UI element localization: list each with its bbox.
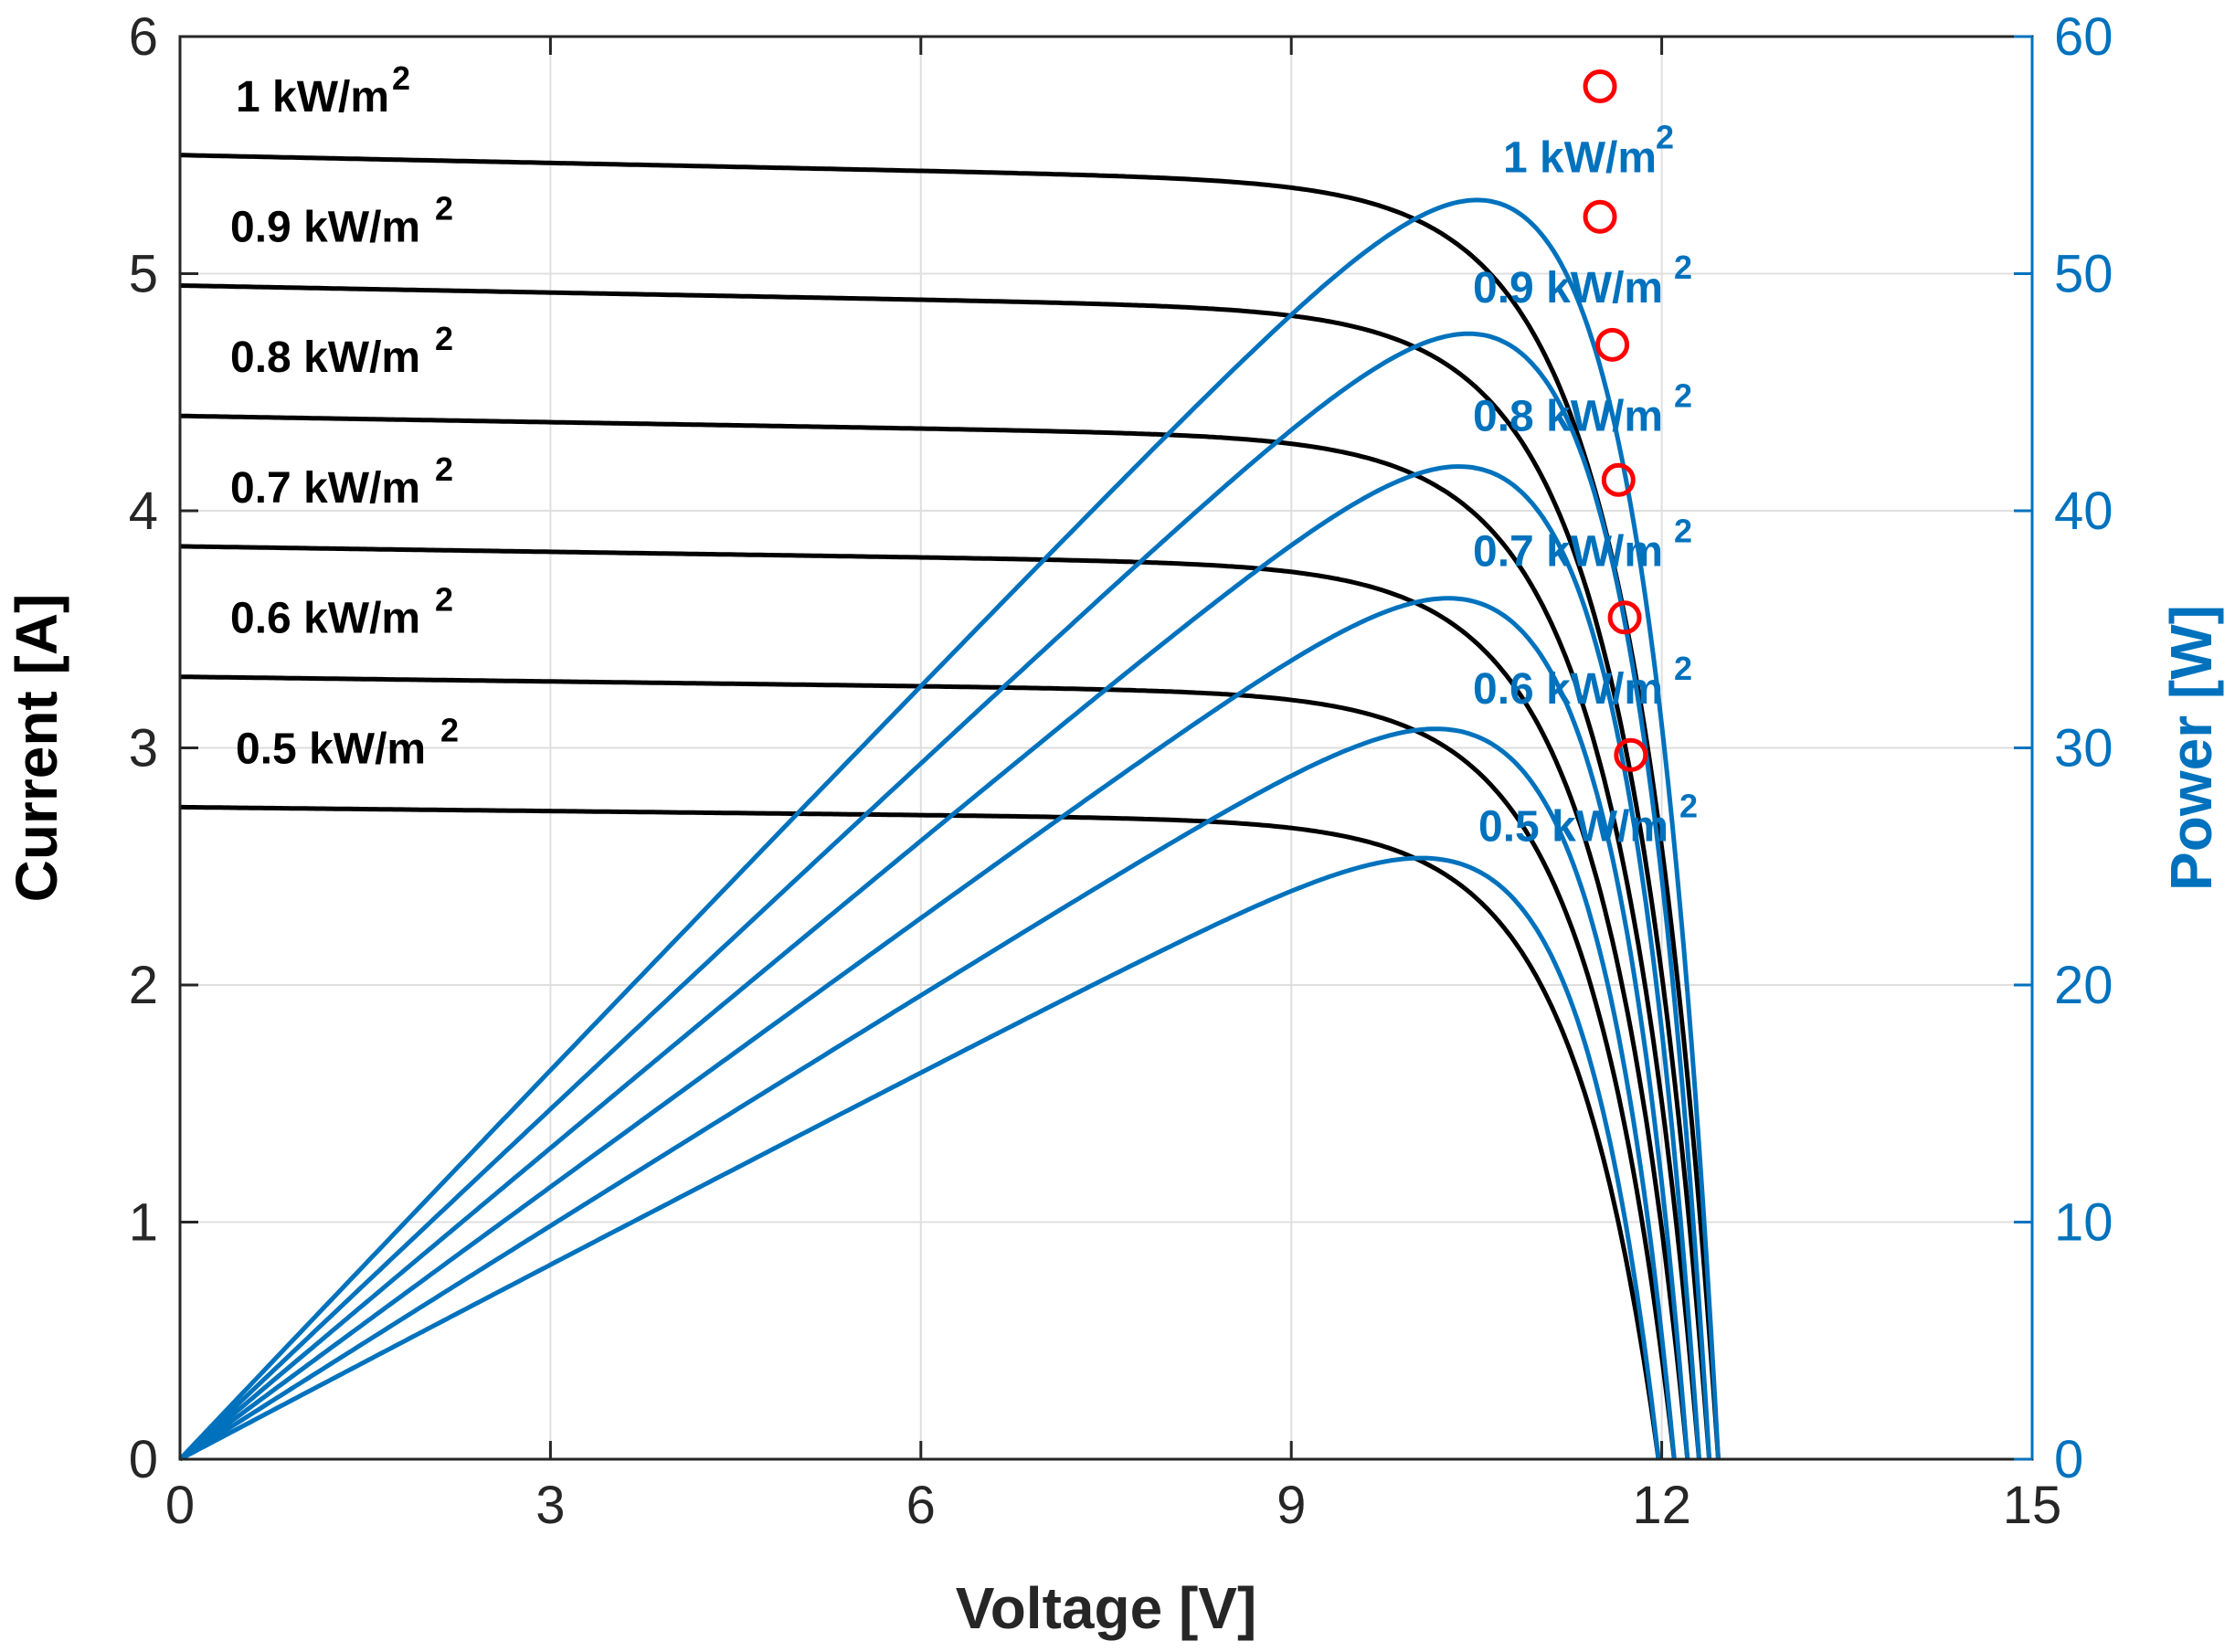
power-curve-0.6 xyxy=(178,726,1677,1462)
current-curve-label-sup: 2 xyxy=(435,581,453,619)
current-curve-0.8 xyxy=(179,413,1701,1460)
power-curve-0.5 xyxy=(178,855,1661,1462)
power-curve-0.9 xyxy=(178,331,1712,1461)
power-curve-label-sup: 2 xyxy=(1674,650,1692,687)
current-curve-label-sup: 2 xyxy=(435,189,453,227)
power-curve-label: 0.9 kW/m xyxy=(1473,264,1663,312)
y-left-tick-label: 1 xyxy=(129,1193,158,1253)
y-right-tick-label: 50 xyxy=(2054,245,2113,304)
power-curve-0.7 xyxy=(178,596,1690,1462)
current-curve-label: 0.7 kW/m xyxy=(230,464,420,513)
x-tick-label: 6 xyxy=(906,1476,936,1535)
mpp-marker xyxy=(1595,327,1630,362)
y-right-tick-label: 60 xyxy=(2054,7,2113,67)
current-curve-label-sup: 2 xyxy=(435,450,453,488)
y-axis-left-title: Current [A] xyxy=(4,594,69,903)
mpp-marker xyxy=(1583,69,1617,103)
curve-labels: 1 kW/m 21 kW/m20.9 kW/m 20.9 kW/m 20.8 kW/m… xyxy=(230,59,1698,852)
power-curve-label: 0.7 kW/m xyxy=(1473,527,1663,576)
power-curve-label-sup: 2 xyxy=(1674,376,1692,414)
y-left-tick-label: 2 xyxy=(129,956,158,1015)
x-tick-label: 3 xyxy=(535,1476,565,1535)
mpp-marker xyxy=(1614,737,1648,772)
power-curve-label: 0.5 kW/m xyxy=(1478,802,1668,851)
power-curve-label: 1 kW/m xyxy=(1503,133,1657,182)
mpp-marker xyxy=(1601,462,1636,497)
current-curve-label: 0.6 kW/m xyxy=(230,595,420,643)
power-curves xyxy=(178,197,1721,1462)
current-curve-label: 0.9 kW/m xyxy=(230,203,420,251)
current-curve-0.7 xyxy=(179,544,1690,1460)
current-curves xyxy=(179,153,1721,1460)
x-tick-label: 0 xyxy=(165,1476,195,1535)
y-left-tick-label: 6 xyxy=(129,7,158,67)
y-left-tick-label: 4 xyxy=(129,482,158,541)
x-axis-title: Voltage [V] xyxy=(956,1575,1257,1641)
mpp-marker xyxy=(1583,199,1617,234)
current-curve-label: 0.8 kW/m xyxy=(230,334,420,382)
y-right-tick-label: 40 xyxy=(2054,482,2113,541)
power-curve-label: 0.8 kW/m xyxy=(1473,392,1663,440)
power-curve-1 xyxy=(178,197,1721,1461)
power-curve-label-sup: 2 xyxy=(1656,118,1674,155)
y-right-tick-label: 0 xyxy=(2054,1430,2083,1489)
y-right-tick-label: 20 xyxy=(2054,956,2113,1015)
x-tick-label: 9 xyxy=(1276,1476,1306,1535)
y-left-tick-label: 0 xyxy=(129,1430,158,1489)
current-curve-label-sup: 2 xyxy=(440,711,459,748)
mpp-marker xyxy=(1607,600,1642,635)
power-curve-label: 0.6 kW/m xyxy=(1473,665,1663,714)
current-curve-0.6 xyxy=(180,674,1677,1460)
y-left-tick-label: 3 xyxy=(129,719,158,778)
x-tick-label: 12 xyxy=(1632,1476,1691,1535)
x-tick-label: 15 xyxy=(2003,1476,2062,1535)
y-right-tick-label: 30 xyxy=(2054,719,2113,778)
power-curve-0.8 xyxy=(178,464,1701,1461)
current-curve-0.9 xyxy=(179,283,1712,1460)
current-curve-0.5 xyxy=(180,804,1661,1460)
y-right-tick-label: 10 xyxy=(2054,1193,2113,1253)
current-curve-label: 0.5 kW/m xyxy=(236,725,426,773)
y-axis-right-title: Power [W] xyxy=(2158,605,2224,891)
y-left-tick-label: 5 xyxy=(129,245,158,304)
power-curve-label-sup: 2 xyxy=(1679,787,1698,824)
power-curve-label-sup: 2 xyxy=(1674,249,1692,286)
current-curve-label-sup: 2 xyxy=(435,320,453,357)
power-curve-label-sup: 2 xyxy=(1674,512,1692,549)
mpp-markers xyxy=(1583,69,1648,772)
current-curve-1 xyxy=(180,153,1721,1460)
current-curve-label: 1 kW/m xyxy=(236,73,389,122)
current-curve-label-sup: 2 xyxy=(392,59,410,97)
